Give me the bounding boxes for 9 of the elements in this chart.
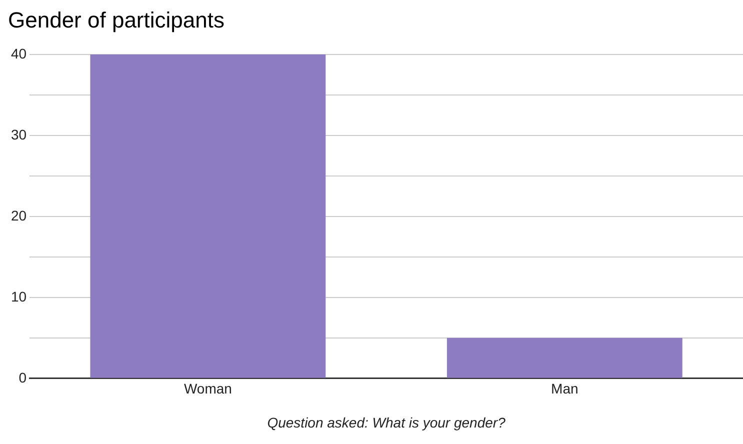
x-tick-label: Man (551, 380, 578, 397)
y-tick-label: 30 (10, 126, 27, 142)
y-tick-label: 20 (10, 207, 27, 224)
x-tick-label: Woman (184, 380, 232, 397)
x-axis-title: Question asked: What is your gender? (267, 414, 506, 430)
y-tick-label: 10 (10, 288, 27, 304)
chart-title: Gender of participants (8, 7, 224, 32)
y-tick-label: 40 (10, 45, 27, 62)
y-tick-label: 0 (18, 369, 27, 386)
